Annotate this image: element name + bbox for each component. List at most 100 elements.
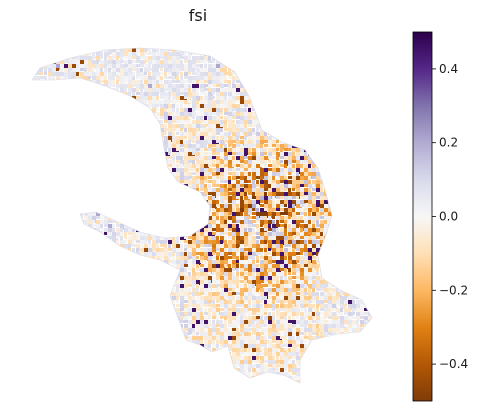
map-cell	[356, 204, 362, 209]
map-cell	[36, 100, 39, 107]
map-cell	[264, 260, 269, 264]
map-cell	[368, 260, 372, 265]
map-cell	[360, 168, 364, 174]
map-cell	[112, 160, 115, 165]
map-cell	[372, 56, 378, 59]
map-cell	[296, 160, 301, 165]
map-cell	[188, 60, 194, 66]
map-cell	[288, 92, 292, 98]
map-cell	[84, 112, 91, 117]
map-cell	[132, 212, 139, 215]
map-cell	[332, 92, 335, 95]
map-cell	[256, 208, 259, 213]
map-cell	[208, 268, 215, 274]
map-cell	[212, 248, 216, 253]
map-cell	[220, 124, 226, 127]
map-cell	[120, 152, 125, 157]
map-cell	[116, 232, 120, 239]
map-cell	[168, 64, 174, 71]
map-cell	[332, 148, 336, 154]
map-cell	[264, 140, 269, 143]
map-cell	[368, 104, 372, 108]
map-cell	[244, 184, 250, 189]
map-cell	[228, 140, 233, 146]
map-cell	[100, 52, 103, 59]
map-cell	[328, 172, 333, 177]
map-cell	[316, 84, 319, 90]
map-cell	[60, 168, 66, 171]
map-cell	[212, 132, 216, 139]
map-cell	[32, 252, 36, 255]
map-cell	[308, 180, 311, 184]
map-cell	[172, 256, 175, 262]
map-cell	[32, 188, 35, 195]
map-cell	[328, 128, 335, 133]
map-cell	[312, 72, 315, 76]
map-cell	[232, 176, 237, 180]
map-cell	[340, 172, 347, 179]
map-cell	[120, 184, 123, 191]
map-cell	[220, 136, 226, 143]
map-cell	[168, 208, 172, 213]
map-cell	[180, 176, 185, 180]
map-cell	[212, 244, 219, 249]
map-cell	[132, 120, 136, 126]
map-cell	[204, 268, 208, 273]
map-cell	[100, 232, 104, 238]
map-cell	[308, 156, 314, 163]
map-cell	[292, 208, 295, 212]
map-cell	[304, 52, 308, 56]
map-cell	[80, 48, 83, 52]
map-cell	[120, 104, 123, 110]
map-cell	[340, 152, 345, 157]
map-cell	[228, 48, 231, 55]
map-cell	[192, 220, 196, 223]
map-cell	[40, 72, 43, 75]
map-cell	[180, 236, 186, 243]
map-cell	[36, 116, 43, 123]
map-cell	[180, 208, 187, 211]
map-cell	[268, 264, 275, 270]
map-cell	[168, 220, 174, 227]
map-cell	[140, 172, 144, 175]
map-cell	[332, 244, 337, 250]
map-cell	[272, 188, 278, 192]
map-cell	[92, 236, 97, 241]
map-cell	[304, 176, 308, 182]
map-cell	[152, 248, 156, 251]
map-cell	[328, 48, 332, 51]
map-cell	[264, 164, 267, 170]
map-cell	[280, 244, 283, 250]
map-cell	[200, 180, 204, 187]
map-cell	[328, 148, 334, 154]
map-cell	[284, 136, 287, 139]
map-cell	[212, 112, 219, 115]
map-cell	[300, 64, 306, 69]
map-cell	[132, 128, 139, 131]
map-cell	[184, 216, 190, 223]
map-cell	[360, 180, 367, 185]
map-cell	[220, 84, 224, 91]
map-cell	[124, 268, 131, 275]
map-cell	[248, 188, 255, 192]
map-cell	[48, 120, 52, 125]
map-cell	[128, 228, 134, 233]
map-cell	[252, 216, 257, 219]
map-cell	[176, 168, 183, 173]
map-cell	[256, 104, 262, 109]
map-cell	[132, 188, 137, 193]
map-cell	[324, 224, 328, 229]
map-cell	[332, 172, 338, 178]
map-cell	[244, 160, 251, 164]
map-cell	[256, 132, 263, 139]
map-cell	[184, 64, 191, 68]
map-cell	[208, 52, 215, 55]
map-cell	[76, 256, 79, 263]
map-cell	[288, 172, 291, 175]
map-cell	[84, 68, 87, 75]
map-cell	[288, 120, 291, 126]
map-cell	[272, 168, 276, 172]
map-cell	[140, 104, 144, 110]
map-cell	[332, 96, 339, 102]
map-cell	[372, 124, 378, 129]
